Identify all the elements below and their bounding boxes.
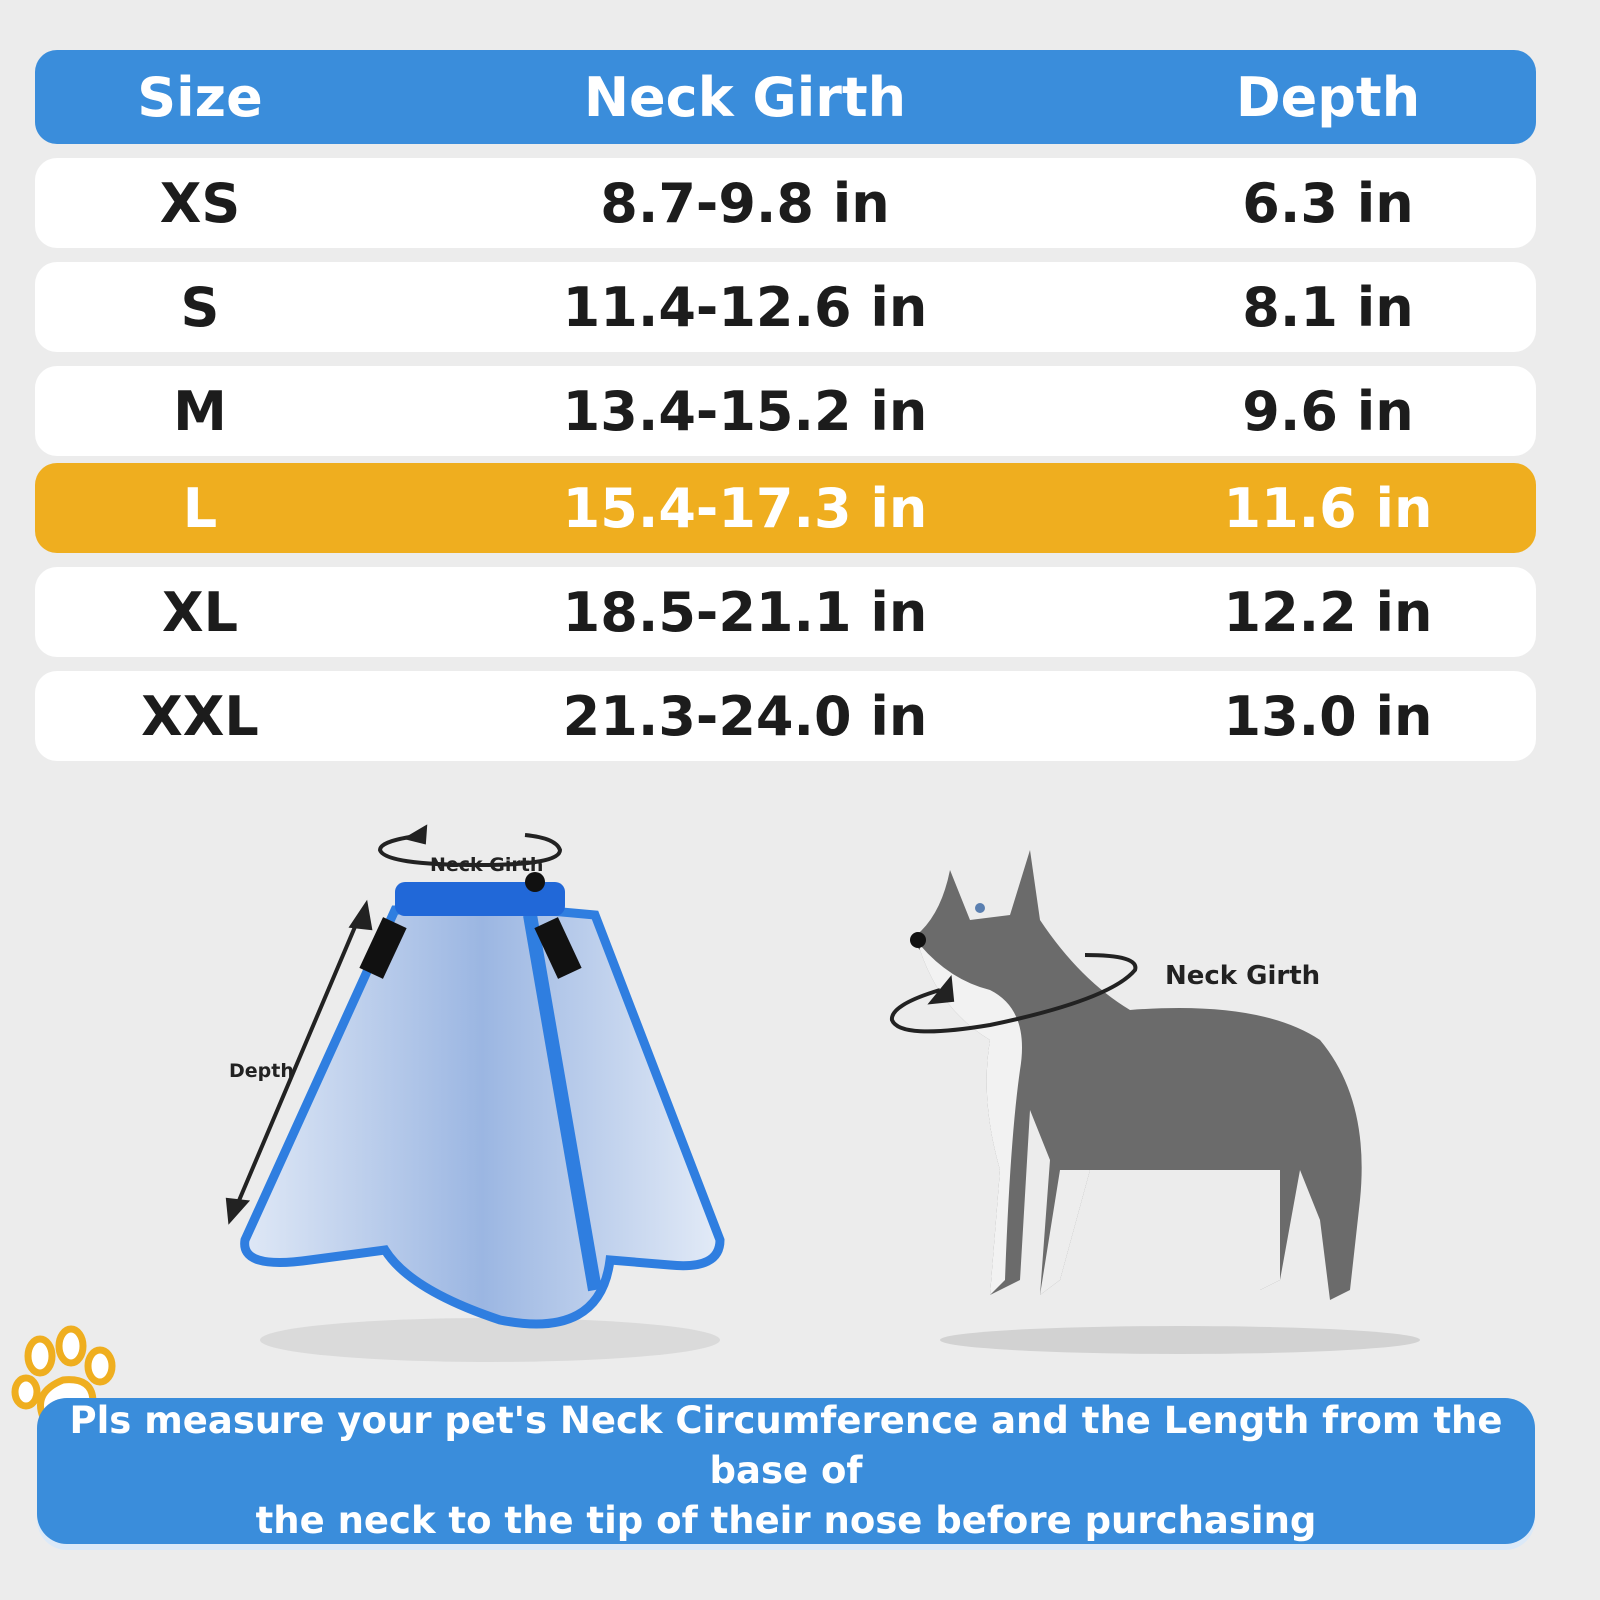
depth-arrow	[225, 899, 373, 1225]
cell-depth: 8.1 in	[1242, 275, 1414, 339]
cell-size: XS	[159, 171, 241, 235]
cell-size: L	[182, 476, 218, 540]
neck-girth-arrow	[890, 953, 1138, 1034]
header-neck-girth: Neck Girth	[583, 65, 907, 129]
cell-neck-girth: 15.4-17.3 in	[562, 476, 928, 540]
banner-line-1: Pls measure your pet's Neck Circumferenc…	[69, 1399, 1503, 1492]
size-row-xl: XL 18.5-21.1 in 12.2 in	[35, 567, 1536, 657]
header-depth: Depth	[1235, 65, 1421, 129]
husky-dog-image	[890, 850, 1420, 1354]
size-row-m: M 13.4-15.2 in 9.6 in	[35, 366, 1536, 456]
cell-neck-girth: 8.7-9.8 in	[600, 171, 890, 235]
dog-neck-girth-label: Neck Girth	[1165, 961, 1321, 991]
banner-line-2: the neck to the tip of their nose before…	[255, 1499, 1317, 1542]
cell-depth: 9.6 in	[1242, 379, 1414, 443]
cell-neck-girth: 18.5-21.1 in	[562, 580, 928, 644]
cell-size: XL	[161, 580, 239, 644]
cell-size: S	[180, 275, 220, 339]
size-row-xxl: XXL 21.3-24.0 in 13.0 in	[35, 671, 1536, 761]
cell-neck-girth: 21.3-24.0 in	[562, 684, 928, 748]
cell-neck-girth: 13.4-15.2 in	[562, 379, 928, 443]
cell-size: M	[173, 379, 227, 443]
size-row-l: L 15.4-17.3 in 11.6 in	[35, 463, 1536, 553]
cell-depth: 12.2 in	[1223, 580, 1433, 644]
cone-illustration	[225, 824, 725, 1362]
neck-girth-arrow	[377, 824, 563, 868]
cone-depth-label: Depth	[229, 1060, 294, 1082]
cell-depth: 13.0 in	[1223, 684, 1433, 748]
size-row-s: S 11.4-12.6 in 8.1 in	[35, 262, 1536, 352]
paw-icon	[11, 1325, 116, 1422]
measurement-instructions-banner: Pls measure your pet's Neck Circumferenc…	[37, 1398, 1535, 1544]
cell-depth: 11.6 in	[1223, 476, 1433, 540]
cell-depth: 6.3 in	[1242, 171, 1414, 235]
cone-neck-girth-label: Neck Girth	[430, 854, 544, 876]
cell-neck-girth: 11.4-12.6 in	[562, 275, 928, 339]
table-header: Size Neck Girth Depth	[35, 50, 1536, 144]
header-size: Size	[137, 65, 263, 129]
size-row-xs: XS 8.7-9.8 in 6.3 in	[35, 158, 1536, 248]
cell-size: XXL	[141, 684, 259, 748]
